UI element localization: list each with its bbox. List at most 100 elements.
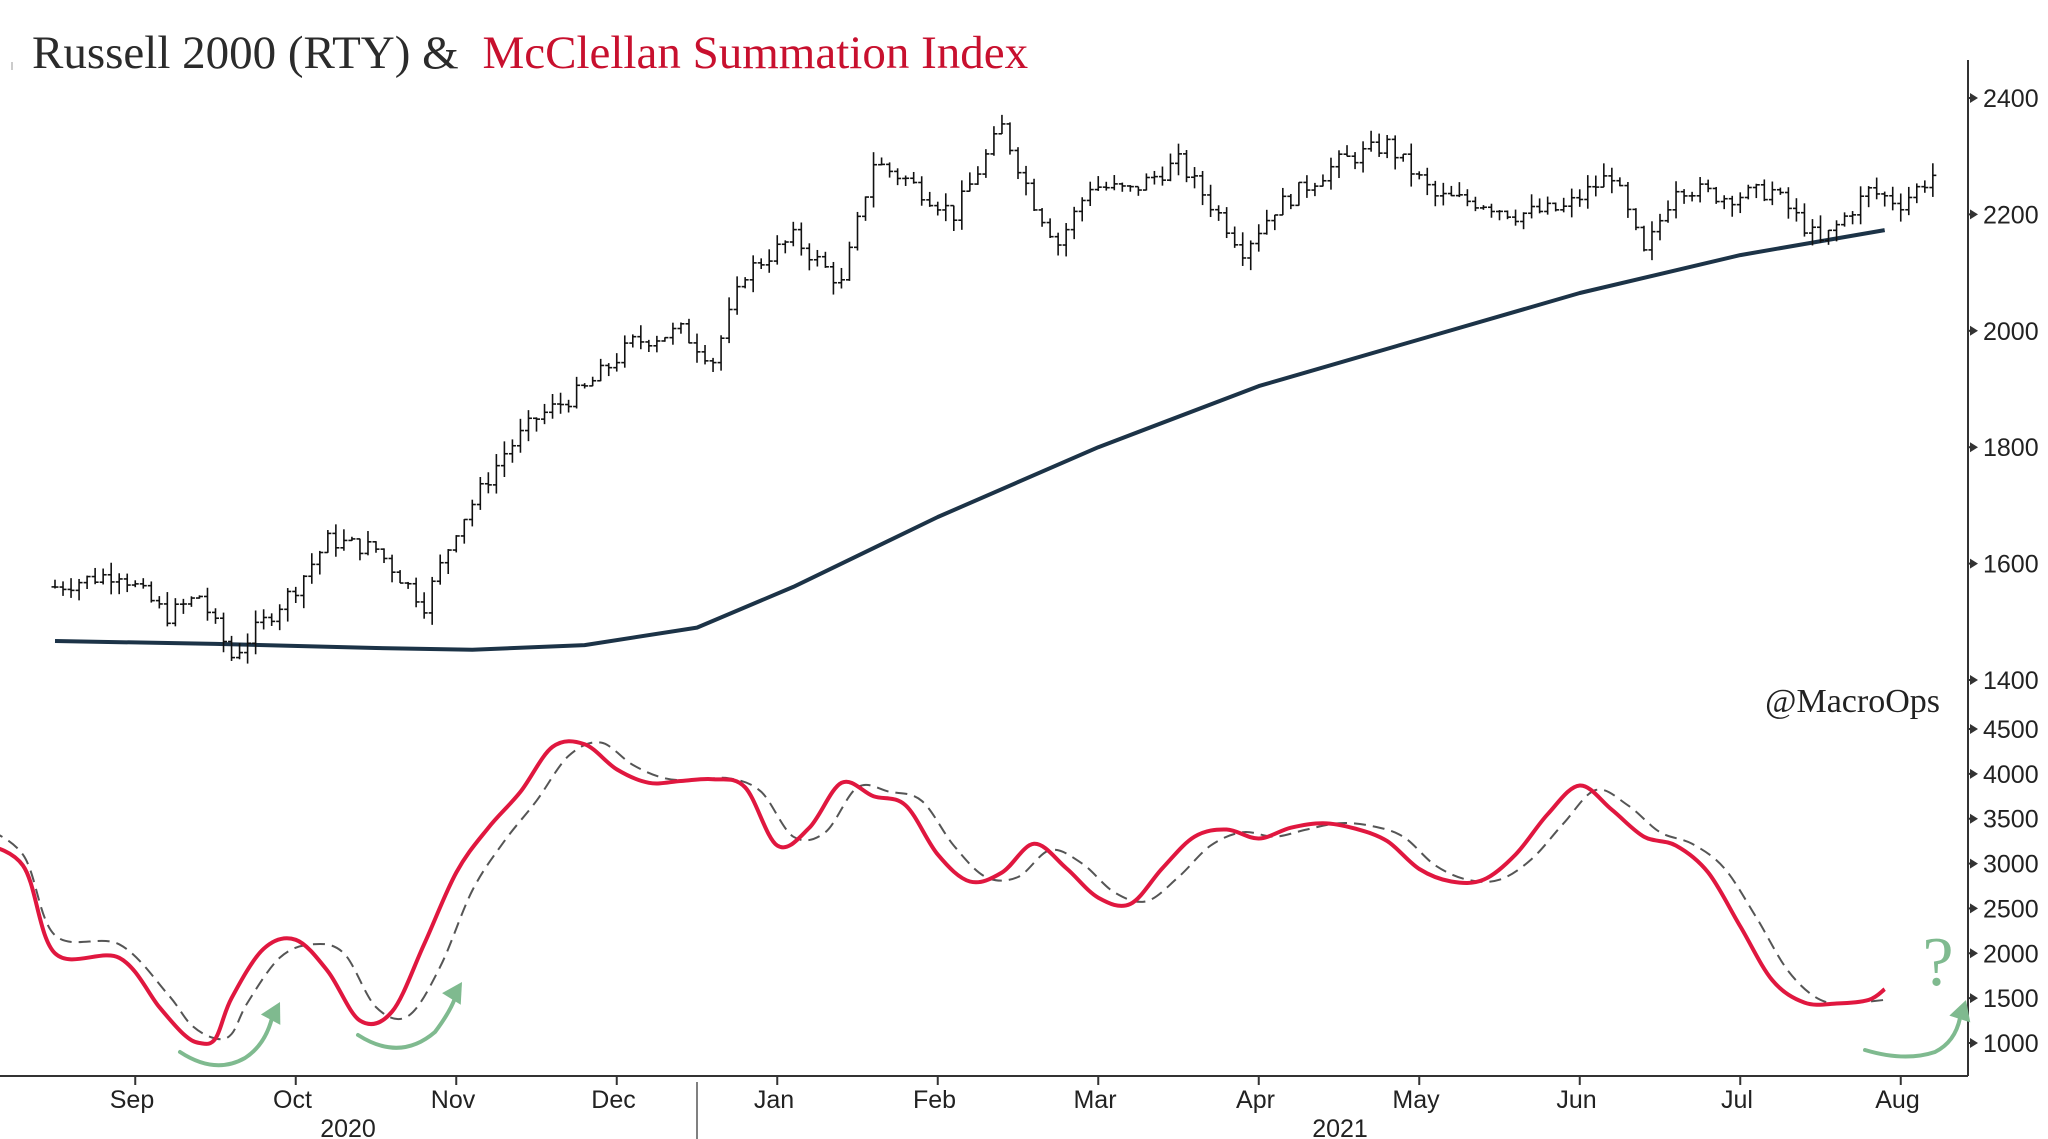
price-bar xyxy=(83,575,91,590)
price-bar xyxy=(910,171,918,184)
price-bar xyxy=(500,441,508,477)
price-axis-tick-label: 2400 xyxy=(1983,85,2039,113)
price-bar xyxy=(228,635,236,661)
price-bar xyxy=(685,318,693,344)
price-axis-tick-arrow xyxy=(1970,325,1978,336)
price-bar xyxy=(693,333,701,363)
price-bar xyxy=(508,439,516,463)
price-bar xyxy=(813,249,821,267)
summation-axis-tick-label: 2500 xyxy=(1983,895,2039,923)
price-axis-tick-label: 2200 xyxy=(1983,201,2039,229)
x-axis-month-label: Aug xyxy=(1875,1086,1919,1114)
price-bar xyxy=(412,577,420,608)
price-bar xyxy=(1881,191,1889,207)
price-bar xyxy=(428,576,436,625)
price-bar xyxy=(396,570,404,584)
price-axis-tick-label: 1600 xyxy=(1983,551,2039,579)
price-bar xyxy=(1359,141,1367,173)
price-bar xyxy=(773,235,781,265)
price-bar xyxy=(661,336,669,342)
price-bar xyxy=(1568,188,1576,218)
x-axis-month-label: Jan xyxy=(754,1086,794,1114)
price-bar xyxy=(1038,208,1046,227)
price-bar xyxy=(1825,229,1833,245)
price-bar xyxy=(1800,203,1808,237)
summation-axis-tick-arrow xyxy=(1970,858,1978,869)
price-bar xyxy=(1496,210,1503,221)
price-bar xyxy=(1070,206,1078,240)
price-bar xyxy=(380,548,388,564)
price-bar xyxy=(220,612,228,653)
price-bar xyxy=(950,204,958,231)
price-bar xyxy=(308,553,316,584)
price-bar xyxy=(1351,152,1359,170)
bottom-y-axis-ticks: 1000 1500 2000 2500 3000 3500 4000 4500 xyxy=(1968,716,2039,1058)
price-bar xyxy=(741,277,749,289)
price-bar xyxy=(1118,182,1126,192)
price-bar xyxy=(677,322,685,334)
price-bar xyxy=(195,595,203,599)
price-bar xyxy=(67,578,75,598)
price-bar xyxy=(1383,135,1391,159)
summation-axis-tick-arrow xyxy=(1970,948,1978,959)
price-bar xyxy=(1110,175,1118,191)
price-bar xyxy=(998,114,1006,135)
price-bar xyxy=(404,581,412,589)
price-bar xyxy=(436,554,444,585)
price-bar xyxy=(1062,223,1070,257)
price-axis-tick-arrow xyxy=(1970,675,1978,685)
summation-axis-tick-label: 4000 xyxy=(1983,761,2039,789)
price-bar xyxy=(340,529,348,551)
summation-axis-tick-arrow xyxy=(1970,993,1978,1004)
summation-axis-tick-label: 2000 xyxy=(1983,940,2039,968)
price-bar xyxy=(1199,170,1207,206)
price-bar xyxy=(821,251,829,268)
price-bar xyxy=(645,339,653,353)
price-bar xyxy=(1849,211,1857,225)
price-bar xyxy=(1215,205,1223,221)
summation-index-series xyxy=(0,739,1886,1046)
price-bar xyxy=(1231,226,1239,248)
price-bar xyxy=(1584,175,1592,209)
price-bar xyxy=(1865,186,1873,208)
price-bar xyxy=(1536,198,1544,214)
price-bar xyxy=(1279,187,1287,216)
price-bar xyxy=(1784,187,1792,219)
price-bar xyxy=(1271,214,1279,231)
price-bar xyxy=(1046,218,1054,238)
price-bar xyxy=(1688,191,1696,202)
price-bar xyxy=(653,335,661,353)
price-bar xyxy=(637,325,645,350)
price-bar xyxy=(1455,182,1463,198)
price-bar xyxy=(1544,196,1552,215)
price-bar xyxy=(1086,181,1094,206)
price-bar xyxy=(1512,209,1520,226)
annotation-arrows xyxy=(178,982,1971,1068)
price-bar xyxy=(484,472,492,494)
price-bar xyxy=(1479,205,1487,210)
price-bar xyxy=(1913,183,1921,204)
price-bar xyxy=(147,581,155,603)
price-bar xyxy=(589,376,597,387)
price-bar xyxy=(372,541,380,553)
price-bar xyxy=(541,403,549,425)
price-bar xyxy=(1760,179,1768,202)
price-bar xyxy=(1608,167,1616,194)
price-bar xyxy=(1792,198,1800,222)
price-bar xyxy=(958,180,966,230)
price-bar xyxy=(1423,167,1431,196)
x-axis-month-label: Apr xyxy=(1236,1086,1275,1114)
price-bar xyxy=(1078,197,1086,222)
top-y-axis-ticks: 1400 1600 1800 2000 2200 2400 xyxy=(1968,85,2039,695)
price-axis-tick-label: 1800 xyxy=(1983,434,2039,462)
price-bar xyxy=(629,334,637,348)
summation-axis-tick-label: 1500 xyxy=(1983,985,2039,1013)
summation-axis-tick-label: 4500 xyxy=(1983,716,2039,744)
price-bar xyxy=(1648,221,1656,261)
watermark-macroops: @MacroOps xyxy=(1765,683,1940,720)
price-bar xyxy=(1343,145,1351,158)
price-bar xyxy=(1223,207,1231,239)
x-axis-month-label: Mar xyxy=(1073,1086,1116,1114)
price-bar xyxy=(557,392,565,414)
price-bar xyxy=(1889,186,1897,211)
